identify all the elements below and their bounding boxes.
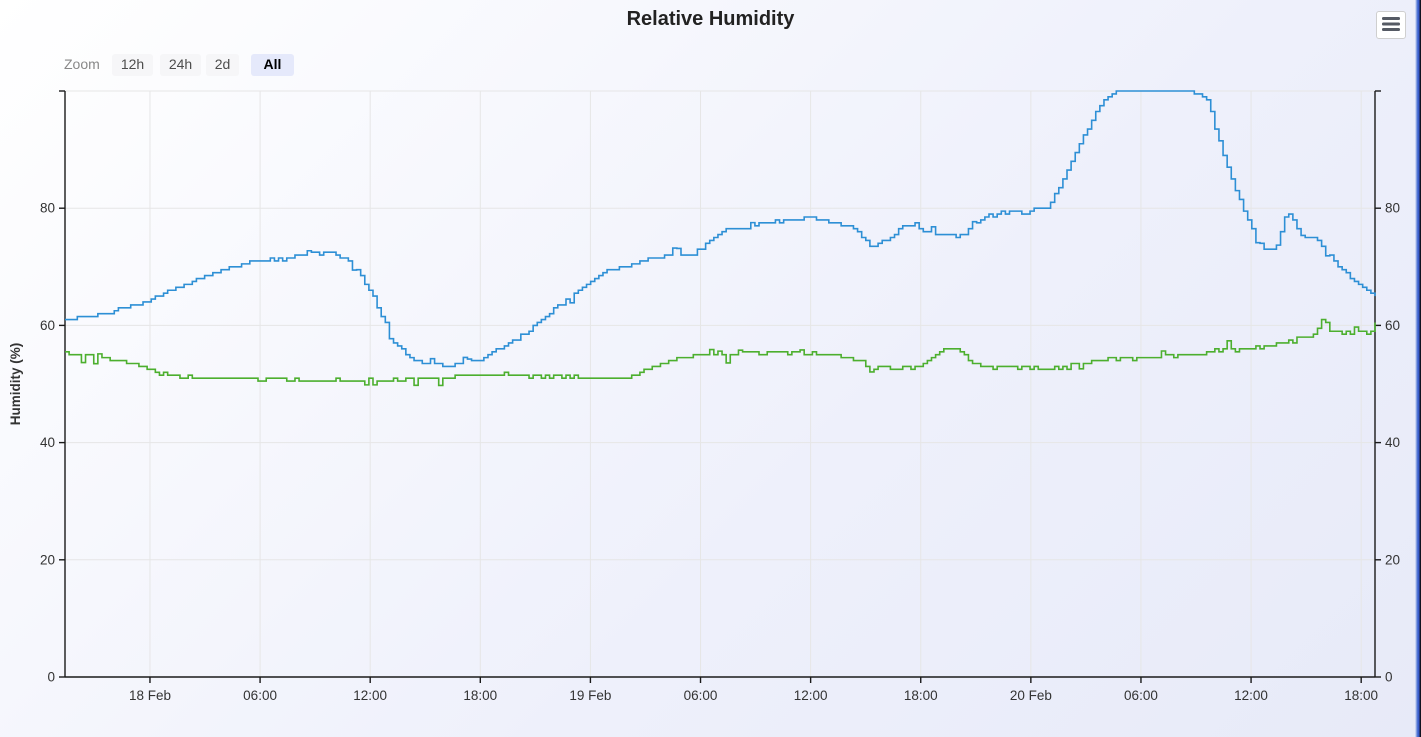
svg-text:40: 40	[1385, 435, 1400, 450]
svg-text:18:00: 18:00	[1344, 688, 1378, 703]
svg-text:0: 0	[1385, 670, 1393, 685]
svg-text:20 Feb: 20 Feb	[1010, 688, 1052, 703]
svg-text:80: 80	[40, 201, 55, 216]
svg-text:80: 80	[1385, 201, 1400, 216]
svg-text:19 Feb: 19 Feb	[569, 688, 611, 703]
svg-text:18 Feb: 18 Feb	[129, 688, 171, 703]
svg-text:18:00: 18:00	[463, 688, 497, 703]
svg-text:Humidity (%): Humidity (%)	[8, 343, 23, 426]
svg-text:12:00: 12:00	[794, 688, 828, 703]
svg-text:12:00: 12:00	[353, 688, 387, 703]
svg-text:06:00: 06:00	[243, 688, 277, 703]
svg-text:12:00: 12:00	[1234, 688, 1268, 703]
svg-text:20: 20	[1385, 552, 1400, 567]
svg-text:06:00: 06:00	[1124, 688, 1158, 703]
svg-text:06:00: 06:00	[684, 688, 718, 703]
svg-text:20: 20	[40, 552, 55, 567]
svg-text:60: 60	[40, 318, 55, 333]
svg-text:0: 0	[47, 670, 55, 685]
svg-text:60: 60	[1385, 318, 1400, 333]
svg-text:40: 40	[40, 435, 55, 450]
svg-text:18:00: 18:00	[904, 688, 938, 703]
